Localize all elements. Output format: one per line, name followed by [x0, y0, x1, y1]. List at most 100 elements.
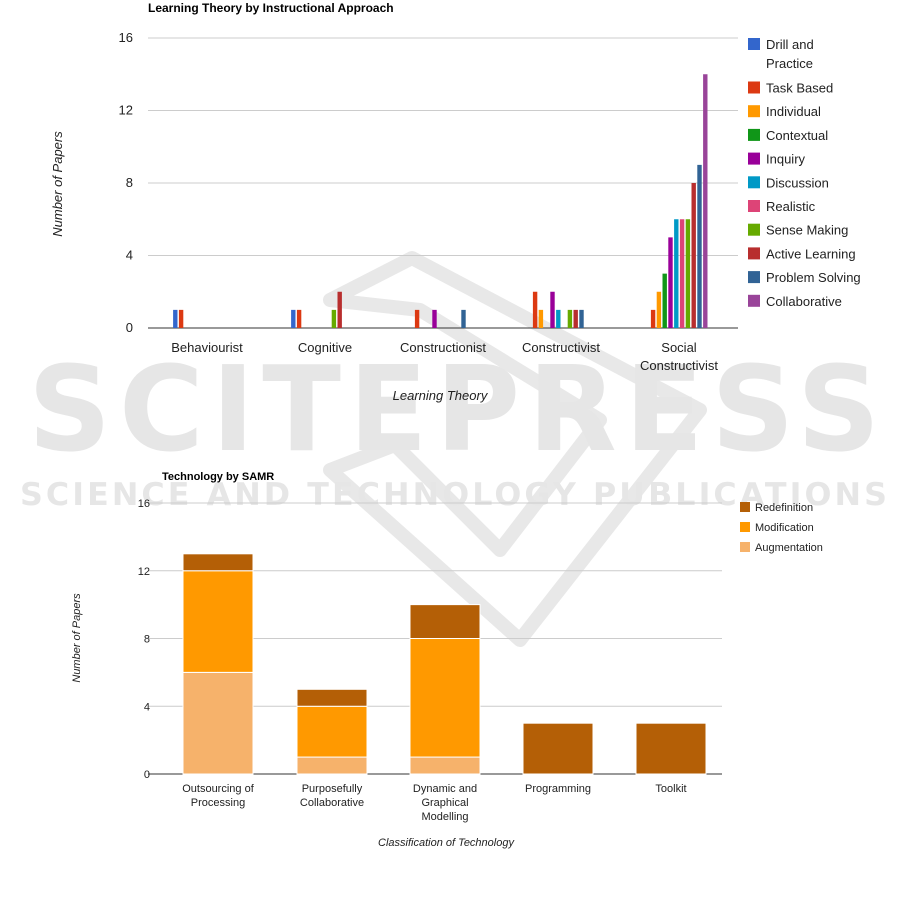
- chart1-bar-cognitive-active-learning[interactable]: [337, 291, 342, 328]
- chart1-bar-social-constructivist-individual[interactable]: [656, 291, 662, 328]
- chart1-y-ticks: 0 4 8 12 16: [119, 30, 133, 335]
- chart2-bar-outsourcing-of-processing-redefinition[interactable]: [182, 553, 254, 572]
- chart1-bar-social-constructivist-collaborative[interactable]: [703, 74, 708, 328]
- chart1-bar-behaviourist-drill-and-practice[interactable]: [173, 309, 178, 328]
- chart1-y-axis-title: Number of Papers: [50, 131, 65, 237]
- chart2-bar-toolkit-redefinition[interactable]: [635, 722, 707, 775]
- chart1-title: Learning Theory by Instructional Approac…: [148, 1, 394, 15]
- chart2-legend-swatch-augmentation: [740, 542, 750, 552]
- chart1-y-tick-label: 12: [119, 103, 133, 118]
- chart2-legend-label-augmentation: Augmentation: [755, 542, 823, 554]
- chart1-x-tick-label: Behaviourist: [171, 340, 243, 355]
- chart2-bar-dynamic-and-graphical-modelling-augmentation[interactable]: [409, 756, 481, 775]
- chart1-bar-behaviourist-task-based[interactable]: [178, 309, 184, 328]
- chart2-legend: Redefinition Modification Augmentation: [740, 502, 823, 554]
- chart1-legend-swatch-sense-making: [748, 223, 760, 236]
- chart1-bar-constructivist-active-learning[interactable]: [573, 309, 578, 328]
- chart1-legend-swatch-problem-solving: [748, 271, 760, 284]
- chart1-bar-constructionist-task-based[interactable]: [414, 309, 420, 328]
- chart1-legend-swatch-task-based: [748, 81, 760, 94]
- chart2-bar-outsourcing-of-processing-augmentation[interactable]: [182, 671, 254, 775]
- chart1-bar-constructivist-individual[interactable]: [538, 309, 544, 328]
- chart1-bar-social-constructivist-inquiry[interactable]: [668, 237, 673, 328]
- chart1-bar-social-constructivist-realistic[interactable]: [679, 219, 685, 328]
- chart1-legend-label-problem-solving: Problem Solving: [766, 270, 861, 285]
- chart1-legend-label-active-learning: Active Learning: [766, 246, 856, 261]
- chart2-legend-swatch-redefinition: [740, 502, 750, 512]
- chart1-bar-cognitive-sense-making[interactable]: [331, 309, 337, 328]
- chart1-bar-social-constructivist-discussion[interactable]: [674, 219, 679, 328]
- chart1-bar-cognitive-task-based[interactable]: [296, 309, 302, 328]
- chart1-legend-swatch-active-learning: [748, 247, 760, 260]
- watermark-logo-shape: [323, 251, 707, 647]
- chart2-bar-purposefully-collaborative-augmentation[interactable]: [296, 756, 368, 775]
- chart2-x-tick-label: Outsourcing of Processing: [182, 783, 254, 809]
- chart1-bar-social-constructivist-contextual[interactable]: [662, 273, 667, 328]
- chart1-legend-label-task-based: Task Based: [766, 81, 833, 96]
- chart2-bar-purposefully-collaborative-modification[interactable]: [296, 705, 368, 758]
- chart2-legend-swatch-modification: [740, 522, 750, 532]
- watermark-main-text: SCITEPRESS: [28, 340, 888, 478]
- chart1-legend-swatch-contextual: [748, 128, 760, 141]
- chart1-legend-swatch-collaborative: [748, 294, 760, 307]
- chart1-y-tick-label: 4: [126, 248, 133, 263]
- watermark: SCITEPRESS SCIENCE AND TECHNOLOGY PUBLIC…: [20, 251, 888, 647]
- chart2-y-ticks: 0 4 8 12 16: [138, 498, 150, 781]
- chart1-legend-label-collaborative: Collaborative: [766, 294, 842, 309]
- chart1-legend-label-contextual: Contextual: [766, 128, 828, 143]
- chart-learning-theory: Learning Theory by Instructional Approac…: [50, 1, 861, 403]
- chart1-legend-label-individual: Individual: [766, 104, 821, 119]
- chart1-bar-constructivist-task-based[interactable]: [532, 291, 538, 328]
- chart2-x-ticks: Outsourcing of Processing Purposefully Coll…: [182, 783, 686, 823]
- chart1-bar-constructionist-inquiry[interactable]: [432, 309, 437, 328]
- chart1-legend-label-inquiry: Inquiry: [766, 152, 806, 167]
- chart-technology-samr: Technology by SAMR 0 4 8 12 16 Outsourcing o…: [71, 471, 823, 849]
- chart1-bars: [173, 74, 708, 328]
- chart2-y-tick-label: 12: [138, 566, 150, 578]
- chart1-bar-constructivist-inquiry[interactable]: [550, 291, 555, 328]
- chart1-x-ticks: Behaviourist Cognitive Constructionist Cons…: [171, 340, 718, 373]
- chart1-bar-constructivist-problem-solving[interactable]: [579, 309, 584, 328]
- chart1-legend-swatch-discussion: [748, 176, 760, 189]
- chart2-legend-label-redefinition: Redefinition: [755, 502, 813, 514]
- chart1-legend-label-discussion: Discussion: [766, 175, 829, 190]
- chart1-legend-label-drill-and-practice: Drill and Practice: [766, 37, 814, 71]
- chart2-y-tick-label: 16: [138, 498, 150, 510]
- chart1-x-axis-title: Learning Theory: [393, 388, 489, 403]
- chart1-bar-constructionist-problem-solving[interactable]: [461, 309, 466, 328]
- chart1-x-tick-label: Constructivist: [522, 340, 600, 355]
- chart2-x-axis-title: Classification of Technology: [378, 837, 515, 849]
- chart1-gridlines: [148, 37, 738, 329]
- chart1-legend-swatch-realistic: [748, 200, 760, 212]
- chart2-x-tick-label: Programming: [525, 783, 591, 795]
- chart1-x-tick-label: Cognitive: [298, 340, 352, 355]
- chart2-y-tick-label: 8: [144, 634, 150, 646]
- chart2-bar-dynamic-and-graphical-modelling-modification[interactable]: [409, 638, 481, 758]
- chart1-bar-constructivist-sense-making[interactable]: [567, 309, 573, 328]
- chart1-bar-social-constructivist-active-learning[interactable]: [691, 183, 696, 328]
- chart1-legend: Drill and Practice Task Based Individual Con…: [748, 37, 861, 309]
- chart1-legend-label-realistic: Realistic: [766, 199, 816, 214]
- chart1-bar-cognitive-drill-and-practice[interactable]: [291, 309, 296, 328]
- chart1-bar-social-constructivist-sense-making[interactable]: [685, 219, 691, 328]
- chart1-legend-swatch-drill-and-practice: [748, 38, 760, 50]
- chart1-bar-social-constructivist-task-based[interactable]: [650, 309, 656, 328]
- chart2-bar-outsourcing-of-processing-modification[interactable]: [182, 570, 254, 673]
- chart2-x-tick-label: Dynamic and Graphical Modelling: [413, 783, 477, 823]
- chart2-legend-label-modification: Modification: [755, 522, 814, 534]
- chart2-bar-purposefully-collaborative-redefinition[interactable]: [296, 688, 368, 707]
- chart1-y-tick-label: 8: [126, 175, 133, 190]
- chart2-y-axis-title: Number of Papers: [71, 593, 83, 683]
- chart1-bar-constructivist-discussion[interactable]: [556, 309, 561, 328]
- chart1-y-tick-label: 16: [119, 30, 133, 45]
- chart2-bar-programming-redefinition[interactable]: [522, 722, 594, 775]
- chart1-y-tick-label: 0: [126, 320, 133, 335]
- chart2-bar-dynamic-and-graphical-modelling-redefinition[interactable]: [409, 604, 481, 639]
- chart1-legend-swatch-inquiry: [748, 152, 760, 165]
- chart1-x-tick-label: Constructionist: [400, 340, 486, 355]
- chart1-x-tick-label: Social Constructivist: [640, 340, 718, 373]
- chart2-y-tick-label: 4: [144, 701, 150, 713]
- chart2-y-tick-label: 0: [144, 769, 150, 781]
- chart1-bar-social-constructivist-problem-solving[interactable]: [697, 164, 702, 328]
